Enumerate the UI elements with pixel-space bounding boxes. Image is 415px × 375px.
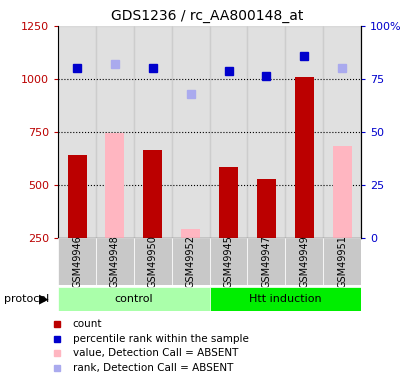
Text: GSM49946: GSM49946 bbox=[72, 235, 82, 288]
Bar bbox=[58, 238, 96, 285]
Bar bbox=[58, 26, 96, 238]
Text: ▶: ▶ bbox=[39, 292, 49, 306]
Text: GDS1236 / rc_AA800148_at: GDS1236 / rc_AA800148_at bbox=[111, 9, 304, 23]
Bar bbox=[286, 238, 323, 285]
Bar bbox=[181, 229, 200, 238]
Bar bbox=[96, 238, 134, 285]
Bar bbox=[96, 26, 134, 238]
Bar bbox=[247, 238, 285, 285]
Bar bbox=[247, 26, 285, 238]
Bar bbox=[286, 26, 323, 238]
Bar bbox=[105, 133, 124, 238]
Text: value, Detection Call = ABSENT: value, Detection Call = ABSENT bbox=[73, 348, 238, 358]
Text: GSM49945: GSM49945 bbox=[224, 235, 234, 288]
Text: percentile rank within the sample: percentile rank within the sample bbox=[73, 334, 249, 344]
Text: GSM49947: GSM49947 bbox=[261, 235, 271, 288]
Bar bbox=[210, 26, 247, 238]
Bar bbox=[172, 26, 210, 238]
Bar bbox=[323, 238, 361, 285]
Bar bbox=[333, 146, 352, 238]
Text: GSM49950: GSM49950 bbox=[148, 235, 158, 288]
Bar bbox=[210, 287, 361, 311]
Text: rank, Detection Call = ABSENT: rank, Detection Call = ABSENT bbox=[73, 363, 233, 373]
Bar bbox=[323, 26, 361, 238]
Bar bbox=[295, 77, 314, 238]
Text: count: count bbox=[73, 319, 102, 329]
Bar bbox=[219, 167, 238, 238]
Text: GSM49948: GSM49948 bbox=[110, 235, 120, 288]
Bar bbox=[134, 26, 172, 238]
Bar bbox=[68, 156, 86, 238]
Text: protocol: protocol bbox=[4, 294, 49, 304]
Bar bbox=[210, 238, 247, 285]
Text: GSM49949: GSM49949 bbox=[299, 235, 309, 288]
Text: GSM49951: GSM49951 bbox=[337, 235, 347, 288]
Bar bbox=[134, 238, 172, 285]
Text: Htt induction: Htt induction bbox=[249, 294, 322, 304]
Bar bbox=[58, 287, 210, 311]
Bar bbox=[143, 150, 162, 238]
Bar bbox=[257, 179, 276, 238]
Text: GSM49952: GSM49952 bbox=[186, 235, 195, 288]
Text: control: control bbox=[115, 294, 153, 304]
Bar bbox=[172, 238, 210, 285]
